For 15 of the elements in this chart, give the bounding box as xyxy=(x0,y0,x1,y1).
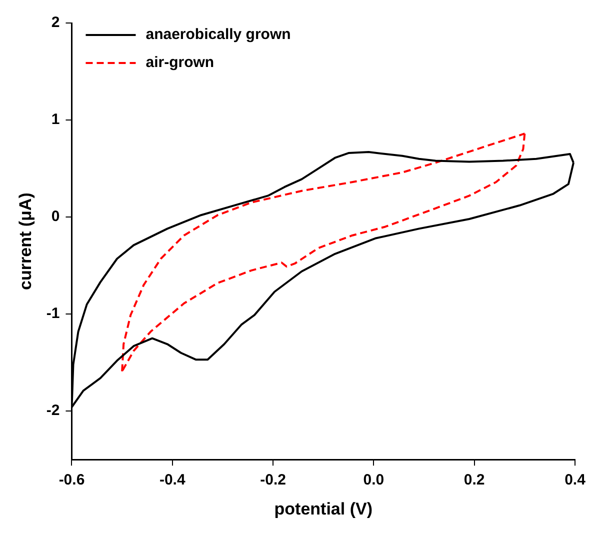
y-axis-title: current (μA) xyxy=(16,192,35,290)
y-tick-label: 0 xyxy=(51,208,60,226)
x-tick-label: -0.4 xyxy=(159,472,186,489)
legend-label: anaerobically grown xyxy=(146,26,291,44)
x-tick-label: 0.0 xyxy=(363,472,384,489)
x-axis-title: potential (V) xyxy=(274,499,372,518)
y-tick-label: -2 xyxy=(46,402,60,420)
x-tick-label: -0.2 xyxy=(260,472,286,489)
y-tick-label: 1 xyxy=(51,111,60,128)
y-tick-label: -1 xyxy=(46,305,60,322)
legend-label: air-grown xyxy=(146,54,214,72)
y-tick-label: 2 xyxy=(51,14,60,32)
x-tick-label: 0.2 xyxy=(464,472,485,489)
x-tick-label: -0.6 xyxy=(58,472,85,489)
x-tick-label: 0.4 xyxy=(564,472,586,489)
